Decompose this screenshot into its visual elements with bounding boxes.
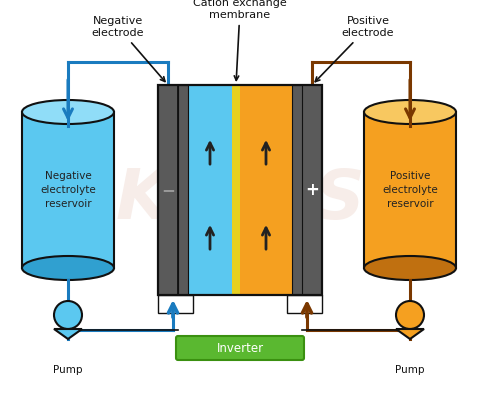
Ellipse shape [22,256,114,280]
Bar [240,85,302,295]
Text: Pump: Pump [395,365,425,375]
Text: Negative
electrolyte
reservoir: Negative electrolyte reservoir [40,171,96,209]
Bar [22,112,114,268]
Ellipse shape [364,100,456,124]
Polygon shape [396,329,424,339]
Bar [232,85,240,295]
Text: Pump: Pump [53,365,83,375]
Ellipse shape [364,256,456,280]
Bar [158,295,193,313]
Bar [178,85,188,295]
Bar [302,85,322,295]
Text: Positive
electrode: Positive electrode [315,17,394,82]
Text: Positive
electrolyte
reservoir: Positive electrolyte reservoir [382,171,438,209]
Text: Cation exchange
membrane: Cation exchange membrane [193,0,287,80]
Text: Inverter: Inverter [216,341,264,355]
Text: −: − [161,181,175,199]
Bar [292,85,302,295]
Text: KEEPS: KEEPS [115,166,365,233]
Bar [158,85,322,295]
Text: Negative
electrode: Negative electrode [92,17,165,81]
Bar [364,112,456,268]
Circle shape [54,301,82,329]
Bar [287,295,322,313]
Circle shape [396,301,424,329]
Polygon shape [54,329,82,339]
FancyBboxPatch shape [176,336,304,360]
Bar [158,85,178,295]
Text: +: + [305,181,319,199]
Ellipse shape [22,100,114,124]
Bar [178,85,232,295]
